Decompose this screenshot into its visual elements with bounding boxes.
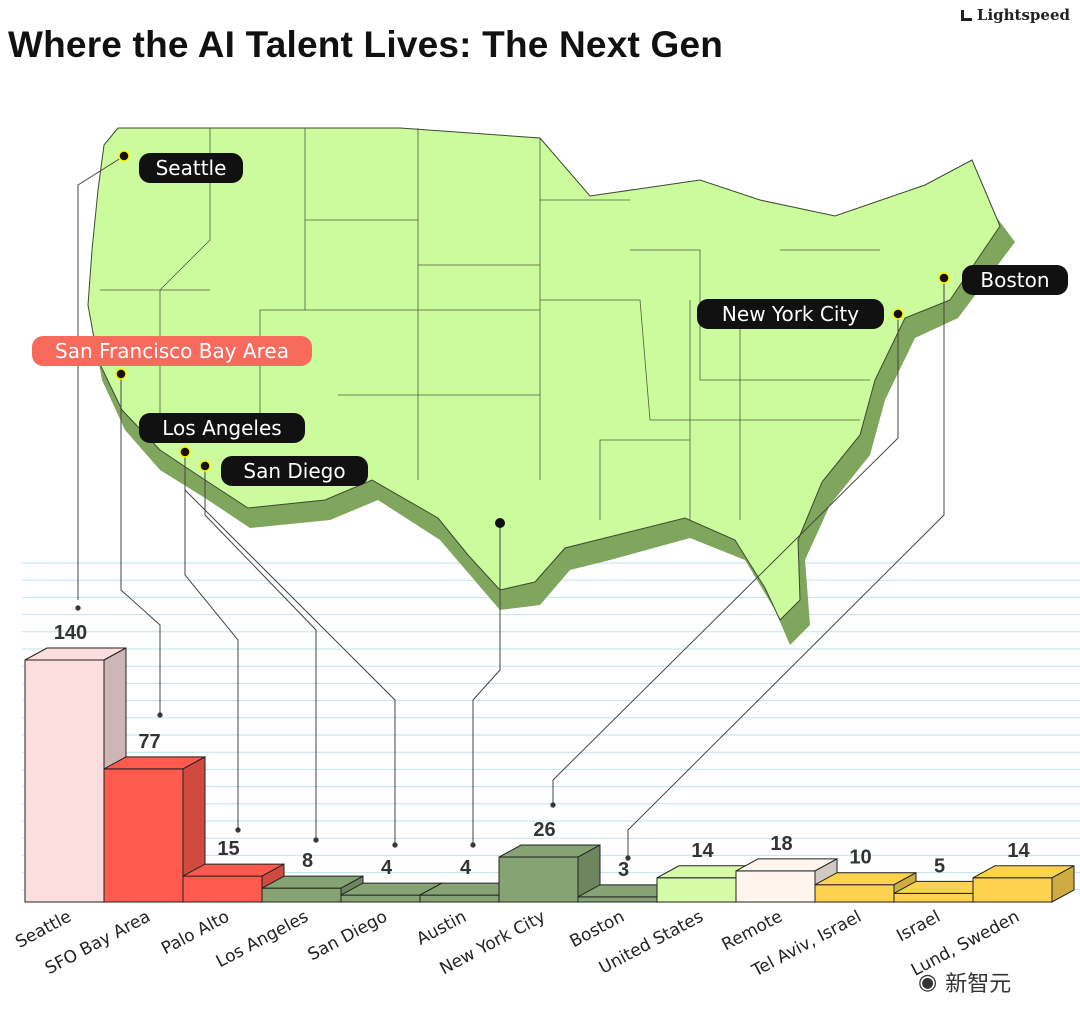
city-dot — [115, 368, 127, 380]
city-label-text: San Diego — [243, 459, 345, 483]
city-dot — [199, 460, 211, 472]
leader-line — [77, 155, 125, 600]
bar-13 — [972, 864, 1075, 903]
bar-front — [814, 884, 895, 903]
value-label: 3 — [618, 859, 629, 881]
category-label: Boston — [567, 907, 628, 952]
bars — [24, 647, 1075, 903]
city-label-text: Seattle — [156, 156, 227, 180]
value-label: 14 — [691, 840, 714, 862]
leader-endpoint — [550, 802, 556, 808]
leader-line — [184, 452, 396, 845]
wechat-icon: ◉ — [918, 969, 938, 995]
leader-endpoint — [75, 605, 81, 611]
city-label-bg — [221, 456, 368, 486]
brand-name: Lightspeed — [976, 6, 1070, 24]
leader-line — [184, 452, 239, 830]
leader-endpoint — [392, 842, 398, 848]
bar-front — [24, 659, 105, 903]
us-map — [87, 127, 1015, 645]
leader-line — [472, 523, 501, 845]
value-label: 140 — [54, 622, 87, 644]
bar-front — [498, 856, 579, 903]
leader-endpoint — [470, 842, 476, 848]
bar-11 — [814, 871, 917, 903]
value-label: 4 — [460, 857, 472, 879]
city-dot — [892, 308, 904, 320]
leader-lines — [75, 155, 945, 861]
bar-front — [419, 894, 500, 903]
leader-endpoint — [235, 827, 241, 833]
city-label-6: Boston — [938, 265, 1068, 295]
bar-front — [893, 892, 974, 903]
category-label: Remote — [719, 907, 786, 955]
bar-front — [972, 877, 1053, 903]
city-label-bg — [697, 299, 884, 329]
city-dot — [938, 272, 950, 284]
value-label: 8 — [302, 850, 313, 872]
value-label: 26 — [533, 819, 555, 841]
category-label: Israel — [893, 907, 943, 946]
city-label-1: Seattle — [118, 150, 243, 183]
city-label-text: San Francisco Bay Area — [55, 339, 289, 363]
bar-front — [261, 887, 342, 903]
city-dot — [179, 446, 191, 458]
watermark: ◉ 新智元 — [918, 966, 1011, 998]
city-label-text: Los Angeles — [162, 416, 281, 440]
bar-front — [103, 768, 184, 903]
value-label: 10 — [849, 847, 871, 869]
value-labels: 140 77 15 8 4 4 26 3 14 18 10 5 14 — [54, 622, 1031, 881]
category-label: Austin — [413, 907, 470, 950]
bar-front — [735, 870, 816, 903]
bar-2 — [103, 756, 206, 903]
chart-title: Where the AI Talent Lives: The Next Gen — [8, 24, 724, 65]
city-labels: Seattle San Francisco Bay Area Los Angeles… — [32, 150, 1068, 528]
value-label: 15 — [217, 838, 239, 860]
value-label: 77 — [138, 731, 160, 753]
bar-front — [656, 877, 737, 903]
city-label-3: Los Angeles — [139, 413, 305, 458]
leader-line — [120, 374, 161, 715]
watermark-text: 新智元 — [945, 972, 1012, 997]
city-label-text: New York City — [722, 302, 859, 326]
value-label: 18 — [770, 833, 792, 855]
bar-front — [340, 894, 421, 903]
city-dot — [118, 150, 130, 162]
city-label-2: San Francisco Bay Area — [32, 336, 312, 380]
category-label: San Diego — [305, 907, 391, 965]
value-label: 14 — [1007, 840, 1030, 862]
category-label: Seattle — [12, 907, 75, 953]
city-label-5: New York City — [697, 299, 904, 329]
leader-endpoint — [157, 712, 163, 718]
city-label-text: Boston — [980, 268, 1049, 292]
value-label: 4 — [381, 857, 393, 879]
city-dot-austin — [495, 518, 505, 528]
bar-front — [182, 875, 263, 903]
leader-endpoint — [625, 855, 631, 861]
leader-line — [204, 466, 317, 840]
city-label-4: San Diego — [199, 456, 368, 486]
leader-line — [552, 314, 899, 805]
leader-endpoint — [313, 837, 319, 843]
city-label-bg — [32, 336, 312, 366]
brand-logo: Lightspeed — [960, 6, 1070, 24]
city-label-bg — [139, 413, 305, 443]
bar-1 — [24, 647, 127, 903]
bar-side — [1051, 864, 1075, 903]
value-label: 5 — [934, 855, 945, 877]
lightspeed-logo-icon — [960, 9, 972, 21]
city-label-bg — [962, 265, 1068, 295]
bar-7 — [498, 844, 601, 903]
leader-line — [627, 278, 945, 858]
us-map-land — [87, 127, 1001, 621]
bar-front — [577, 896, 658, 903]
bar-3 — [182, 863, 285, 903]
city-label-bg — [139, 153, 243, 183]
